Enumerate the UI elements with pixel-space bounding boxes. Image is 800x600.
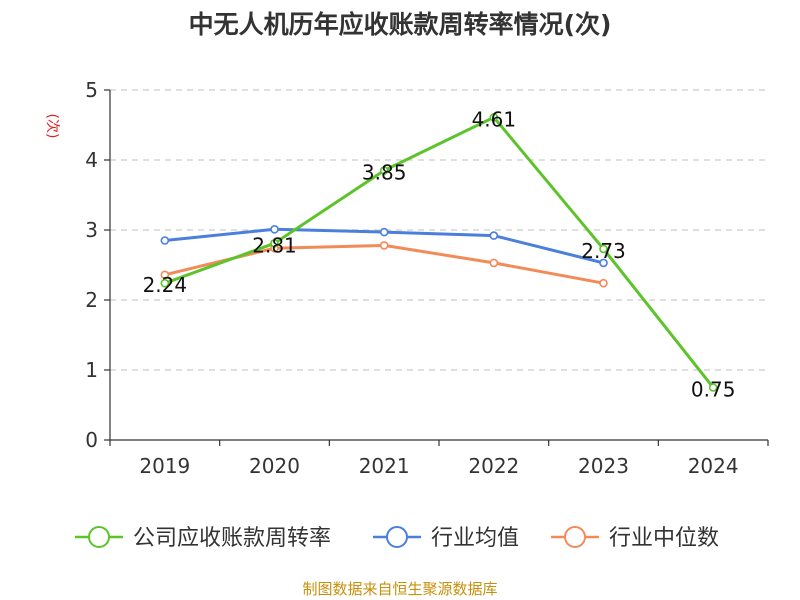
series-line-0 [164, 115, 715, 389]
series-line-2 [164, 243, 604, 285]
data-point [160, 236, 170, 245]
data-label: 2.24 [143, 273, 188, 297]
data-point [489, 231, 499, 240]
data-label: 2.81 [252, 233, 297, 257]
y-tick-label: 4 [85, 148, 98, 172]
data-point [489, 258, 499, 268]
x-tick-label: 2023 [578, 454, 629, 478]
legend-label: 行业中位数 [609, 526, 719, 551]
chart-title: 中无人机历年应收账款周转率情况(次) [189, 10, 612, 39]
x-tick-label: 2022 [468, 454, 519, 478]
data-point [379, 241, 389, 250]
grid-lines [110, 89, 768, 371]
data-point [160, 270, 170, 280]
legend-label: 公司应收账款周转率 [133, 526, 331, 551]
data-point [160, 278, 170, 288]
y-tick-label: 1 [85, 358, 98, 382]
source-note: 制图数据来自恒生聚源数据库 [302, 580, 497, 598]
data-point [270, 239, 279, 248]
x-tick-label: 2021 [359, 454, 410, 478]
data-point [489, 113, 499, 122]
x-tick-label: 2019 [139, 454, 190, 478]
data-label: 2.73 [581, 239, 626, 263]
data-point [599, 244, 608, 254]
legend-swatch-marker [564, 526, 586, 548]
y-tick-label: 0 [85, 428, 98, 452]
y-tick-label: 5 [85, 78, 98, 102]
y-tick-label: 3 [85, 218, 98, 242]
data-label: 0.75 [691, 378, 736, 402]
legend[interactable]: 公司应收账款周转率 行业均值 行业中位数 [75, 526, 719, 551]
axes: 0 1 2 3 4 5 2019 2020 2021 2022 2023 2024 [85, 78, 769, 478]
x-tick-label: 2020 [249, 454, 300, 478]
data-label: 4.61 [472, 107, 517, 131]
y-axis-label: (次) [44, 114, 60, 139]
data-point [708, 383, 718, 392]
data-labels: 2.24 2.81 3.85 4.61 2.73 0.75 [143, 107, 736, 401]
data-point [599, 258, 608, 268]
data-point [379, 166, 389, 175]
data-point [599, 278, 608, 288]
data-point [270, 225, 279, 234]
data-label: 3.85 [362, 161, 407, 185]
series-layer [160, 113, 718, 392]
legend-label: 行业均值 [431, 526, 519, 551]
legend-swatch-marker [88, 526, 110, 548]
legend-swatch-marker [386, 526, 408, 548]
data-point [379, 227, 389, 237]
y-tick-label: 2 [85, 288, 98, 312]
x-tick-label: 2024 [688, 454, 739, 478]
